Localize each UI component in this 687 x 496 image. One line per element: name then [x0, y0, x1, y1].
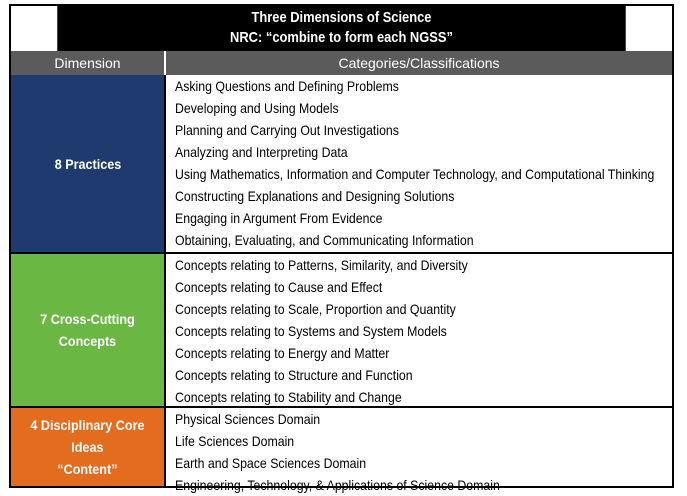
list-item: Analyzing and Interpreting Data [175, 144, 348, 160]
list-item: Engaging in Argument From Evidence [175, 210, 383, 226]
title-line-1: Three Dimensions of Science [251, 9, 432, 26]
list-item: Planning and Carrying Out Investigations [175, 122, 399, 138]
crosscutting-list: Concepts relating to Patterns, Similarit… [175, 254, 668, 408]
list-item: Life Sciences Domain [175, 433, 295, 449]
list-item: Concepts relating to Stability and Chang… [175, 389, 402, 405]
crosscutting-group: 7 Cross-Cutting Concepts Concepts relati… [11, 252, 672, 406]
list-item: Asking Questions and Defining Problems [175, 78, 399, 94]
dimension-cell-core-ideas: 4 Disciplinary Core Ideas “Content” [11, 408, 166, 486]
dimension-label: 7 Cross-Cutting Concepts [40, 311, 135, 349]
categories-column-header: Categories/Classifications [338, 55, 500, 71]
practices-group: 8 Practices Asking Questions and Definin… [11, 75, 672, 252]
dimension-cell-crosscutting: 7 Cross-Cutting Concepts [11, 254, 166, 406]
list-item: Earth and Space Sciences Domain [175, 455, 367, 471]
core-ideas-list: Physical Sciences Domain Life Sciences D… [175, 408, 668, 496]
list-item: Concepts relating to Structure and Funct… [175, 367, 413, 383]
list-item: Developing and Using Models [175, 100, 339, 116]
dimension-column-header: Dimension [11, 51, 166, 75]
list-item: Concepts relating to Energy and Matter [175, 345, 390, 361]
science-dimensions-table: Three Dimensions of Science NRC: “combin… [9, 4, 674, 493]
list-item: Concepts relating to Systems and System … [175, 323, 447, 339]
list-item: Concepts relating to Cause and Effect [175, 279, 383, 295]
title-line-2: NRC: “combine to form each NGSS” [230, 29, 453, 46]
column-header-row: Dimension Categories/Classifications [11, 51, 672, 75]
table-title: Three Dimensions of Science NRC: “combin… [57, 6, 626, 51]
practices-list: Asking Questions and Defining Problems D… [175, 75, 668, 251]
list-item: Physical Sciences Domain [175, 411, 321, 427]
dimension-label: 8 Practices [54, 155, 121, 172]
list-item: Engineering, Technology, & Applications … [175, 477, 500, 493]
list-item: Using Mathematics, Information and Compu… [175, 166, 655, 182]
core-ideas-group: 4 Disciplinary Core Ideas “Content” Phys… [11, 406, 672, 493]
list-item: Obtaining, Evaluating, and Communicating… [175, 232, 474, 248]
list-item: Constructing Explanations and Designing … [175, 188, 455, 204]
list-item: Concepts relating to Scale, Proportion a… [175, 301, 456, 317]
list-item: Concepts relating to Patterns, Similarit… [175, 257, 468, 273]
dimension-cell-practices: 8 Practices [11, 75, 166, 252]
dimension-label: 4 Disciplinary Core Ideas “Content” [30, 417, 145, 477]
